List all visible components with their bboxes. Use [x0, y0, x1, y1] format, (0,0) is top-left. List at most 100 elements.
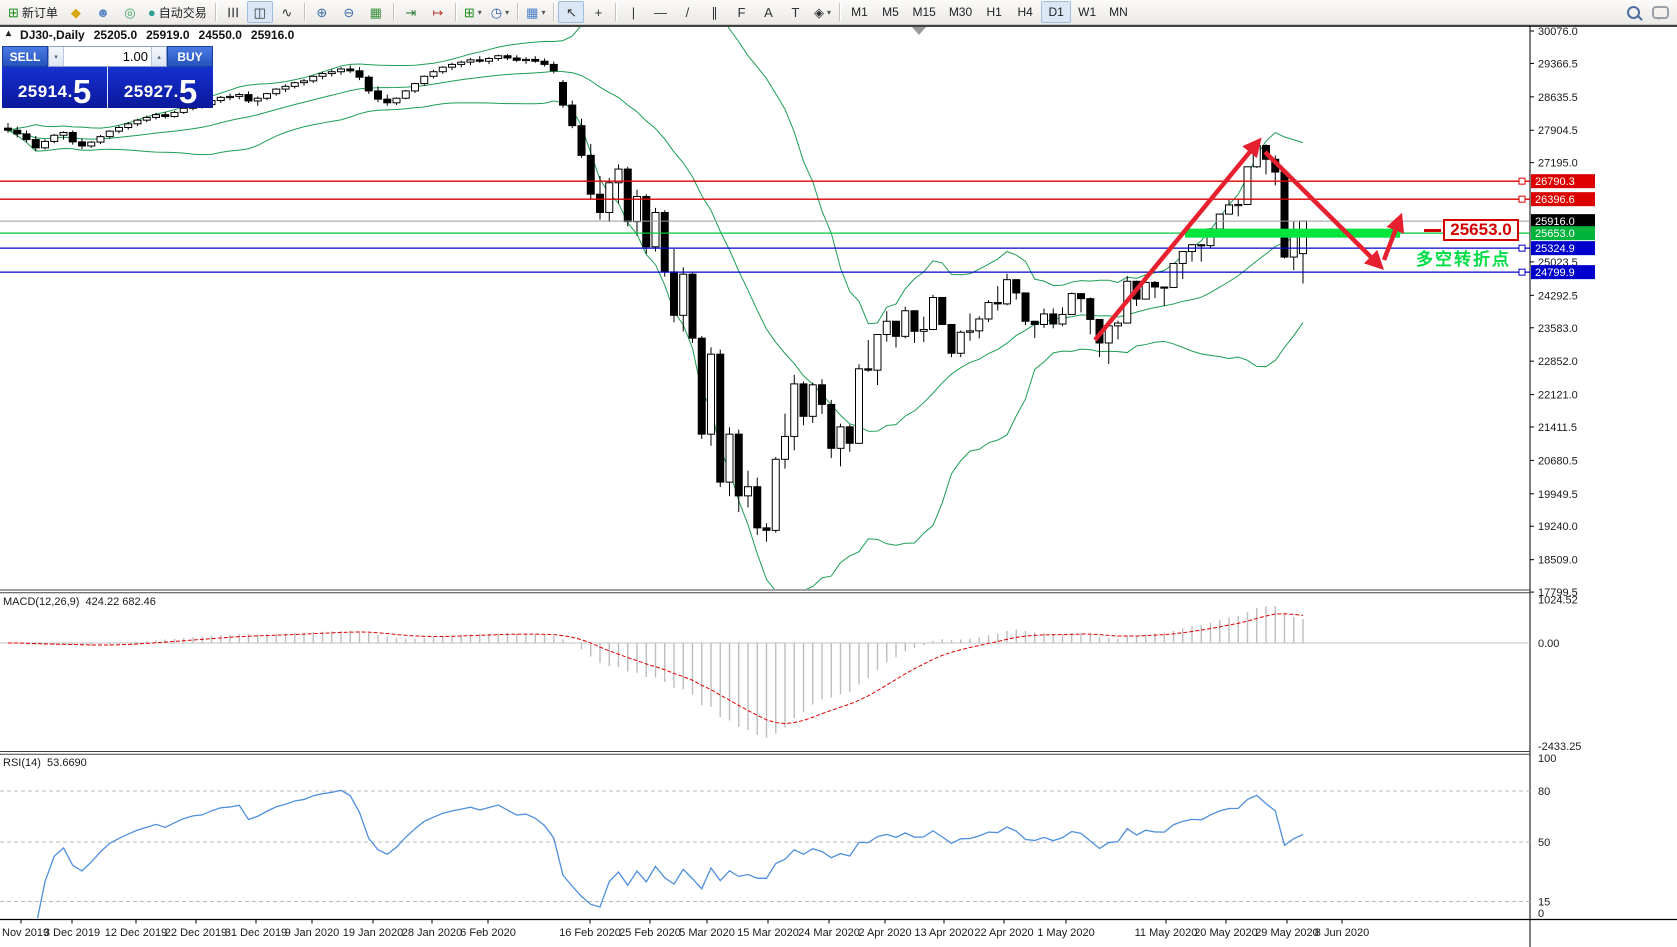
- zoom-out-button[interactable]: ⊖: [336, 1, 362, 23]
- text-label-button[interactable]: T: [782, 1, 808, 23]
- svg-text:24 Mar 2020: 24 Mar 2020: [798, 927, 860, 939]
- tf-D1-button[interactable]: D1: [1041, 1, 1072, 23]
- periods-icon: ◷: [490, 4, 503, 20]
- arrows-caret-icon[interactable]: ▾: [826, 7, 831, 17]
- cursor-icon: ↖: [566, 4, 577, 20]
- svg-text:21411.5: 21411.5: [1538, 422, 1577, 434]
- bar-chart-icon: ☰: [225, 6, 241, 18]
- templates-button[interactable]: ▦ ▾: [522, 1, 549, 23]
- tf-H4-button[interactable]: H4: [1010, 1, 1040, 23]
- tf-W1-button[interactable]: W1: [1072, 1, 1102, 23]
- sell-price[interactable]: 25914. 5: [2, 67, 108, 108]
- tf-M5-button[interactable]: M5: [875, 1, 905, 23]
- line-chart-icon: ∿: [281, 4, 293, 20]
- sell-price-frac: 5: [72, 72, 92, 110]
- symbol-marker-icon[interactable]: ▴: [6, 28, 12, 39]
- search-icon: [1626, 5, 1640, 19]
- new-chart-caret-icon[interactable]: ▾: [477, 7, 482, 17]
- volume-increase-icon[interactable]: ▴: [151, 47, 166, 66]
- svg-text:25653.0: 25653.0: [1535, 228, 1575, 240]
- trendline-button[interactable]: /: [674, 1, 700, 23]
- signals-button[interactable]: ◎: [117, 1, 143, 23]
- metaeditor-button[interactable]: ◆: [63, 1, 89, 23]
- new-chart-button[interactable]: ⊞ ▾: [460, 1, 486, 23]
- crosshair-button[interactable]: +: [585, 1, 611, 23]
- rsi-pane[interactable]: [0, 789, 1530, 927]
- periods-button[interactable]: ◷ ▾: [487, 1, 513, 23]
- svg-text:13 Apr 2020: 13 Apr 2020: [914, 927, 973, 939]
- sell-button[interactable]: SELL: [2, 46, 48, 67]
- new-order-button[interactable]: ⊞ 新订单: [4, 1, 62, 23]
- tf-M30-button[interactable]: M30: [943, 1, 978, 23]
- publisher-button[interactable]: ☻: [90, 1, 116, 23]
- line-chart-button[interactable]: ∿: [274, 1, 300, 23]
- fibonacci-button[interactable]: F: [728, 1, 754, 23]
- price-axis[interactable]: 30076.029366.528635.527904.527195.025023…: [1530, 26, 1581, 920]
- toolbar-separator: [303, 3, 305, 21]
- svg-text:0.00: 0.00: [1538, 638, 1559, 650]
- svg-text:22 Apr 2020: 22 Apr 2020: [974, 927, 1033, 939]
- rsi-indicator-label: RSI(14) 53.6690: [3, 757, 87, 769]
- zoom-in-button[interactable]: ⊕: [309, 1, 335, 23]
- equidistant-channel-icon: ∥: [711, 4, 718, 20]
- text-label-icon: T: [791, 4, 800, 20]
- turning-point-annotation[interactable]: 多空转折点: [1416, 250, 1511, 269]
- bar-chart-button[interactable]: ☰: [220, 1, 246, 23]
- buy-price-main: 25927.: [123, 82, 179, 101]
- macd-pane[interactable]: [0, 606, 1530, 738]
- templates-caret-icon[interactable]: ▾: [541, 7, 546, 17]
- sell-price-main: 25914.: [17, 82, 73, 101]
- buy-button[interactable]: BUY: [167, 46, 213, 67]
- equidistant-channel-button[interactable]: ∥: [701, 1, 727, 23]
- trend-arrow[interactable]: [1381, 212, 1405, 261]
- arrows-icon: ◈: [813, 4, 824, 20]
- search-button[interactable]: [1620, 1, 1646, 23]
- price-levels: 26790.326396.625916.025653.025324.924799…: [0, 174, 1595, 280]
- zoom-out-icon: ⊖: [343, 4, 355, 20]
- autotrading-button[interactable]: ● 自动交易: [144, 1, 211, 23]
- one-click-trading-panel: SELL ▾ 1.00 ▴ BUY 25914. 5 25927. 5: [2, 46, 213, 108]
- periods-caret-icon[interactable]: ▾: [505, 7, 510, 17]
- trend-arrow[interactable]: [1263, 150, 1385, 270]
- svg-text:19949.5: 19949.5: [1538, 489, 1578, 501]
- open-value: 25205.0: [93, 28, 138, 42]
- chart-shift-button[interactable]: ↦: [425, 1, 451, 23]
- macd-name: MACD(12,26,9): [3, 596, 80, 608]
- svg-text:26790.3: 26790.3: [1535, 176, 1575, 188]
- volume-decrease-icon[interactable]: ▾: [49, 47, 64, 66]
- horizontal-line-button[interactable]: —: [647, 1, 673, 23]
- svg-text:11 May 2020: 11 May 2020: [1135, 927, 1198, 939]
- svg-text:26396.6: 26396.6: [1535, 194, 1575, 206]
- tf-H1-button[interactable]: H1: [979, 1, 1009, 23]
- svg-text:16 Feb 2020: 16 Feb 2020: [559, 927, 621, 939]
- tf-M1-button[interactable]: M1: [844, 1, 874, 23]
- svg-text:24799.9: 24799.9: [1535, 267, 1575, 279]
- chat-button[interactable]: [1647, 1, 1673, 23]
- svg-text:29366.5: 29366.5: [1538, 58, 1578, 70]
- volume-stepper[interactable]: ▾ 1.00 ▴: [48, 46, 167, 67]
- text-button[interactable]: A: [755, 1, 781, 23]
- svg-text:12 Dec 2019: 12 Dec 2019: [105, 927, 167, 939]
- tf-MN-button[interactable]: MN: [1103, 1, 1134, 23]
- candlestick-chart-button[interactable]: ◫: [246, 1, 273, 23]
- buy-price[interactable]: 25927. 5: [108, 67, 213, 108]
- volume-input[interactable]: 1.00: [122, 49, 148, 64]
- tf-M15-button[interactable]: M15: [906, 1, 941, 23]
- svg-text:8 Jun 2020: 8 Jun 2020: [1315, 927, 1369, 939]
- cursor-button[interactable]: ↖: [558, 1, 585, 23]
- trend-arrow[interactable]: [1093, 137, 1262, 342]
- svg-text:29 May 2020: 29 May 2020: [1255, 927, 1319, 939]
- scroll-to-end-button[interactable]: ⇥: [398, 1, 424, 23]
- support-highlight-bar[interactable]: [1185, 228, 1400, 238]
- svg-text:28635.5: 28635.5: [1538, 92, 1578, 104]
- symbol-period-label: DJ30-,Daily: [20, 28, 85, 42]
- price-callout[interactable]: 25653.0: [1443, 219, 1519, 241]
- arrows-button[interactable]: ◈ ▾: [809, 1, 835, 23]
- chart-shift-marker-icon[interactable]: [912, 27, 926, 35]
- svg-text:30076.0: 30076.0: [1538, 26, 1578, 38]
- tile-windows-button[interactable]: ▦: [363, 1, 389, 23]
- svg-text:20 May 2020: 20 May 2020: [1194, 927, 1258, 939]
- vertical-line-button[interactable]: |: [620, 1, 646, 23]
